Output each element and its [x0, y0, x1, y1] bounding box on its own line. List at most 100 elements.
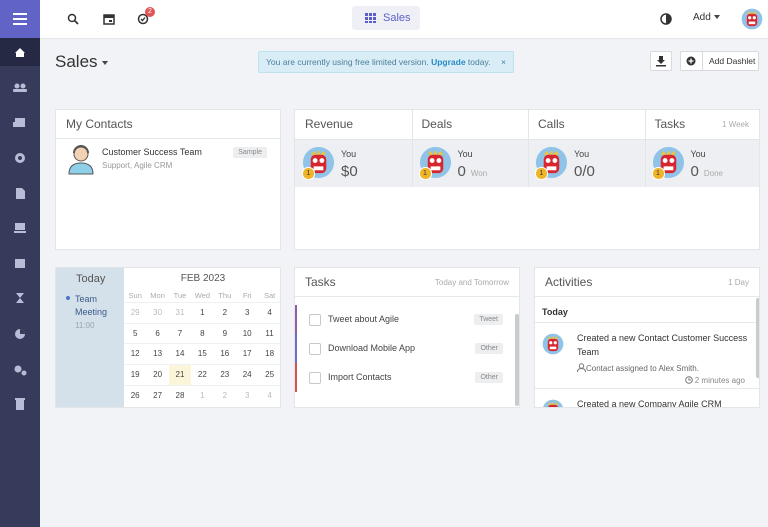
- clock-icon: [684, 376, 693, 384]
- activity-detail-text: Contact assigned to Alex Smith.: [586, 364, 699, 373]
- calendar-day[interactable]: 20: [146, 364, 169, 385]
- calendar-day[interactable]: 12: [124, 343, 147, 364]
- sidebar: [0, 0, 40, 527]
- nav-icons[interactable]: [0, 70, 40, 420]
- avatar-image: [741, 8, 763, 30]
- top-bar: 2 Sales Add: [40, 0, 768, 39]
- calendar-day[interactable]: 6: [146, 322, 169, 344]
- avatar: 1: [302, 146, 335, 180]
- calendar-day[interactable]: 30: [146, 302, 169, 323]
- calendar-day[interactable]: 16: [213, 343, 236, 364]
- calendar-day[interactable]: 2: [213, 302, 236, 323]
- calendar-day[interactable]: 1: [191, 302, 214, 323]
- avatar: [741, 8, 763, 30]
- divider: [528, 110, 529, 187]
- activity-text[interactable]: Created a new Contact Customer Success T…: [577, 333, 748, 357]
- calendar-day-today[interactable]: 21: [168, 364, 192, 386]
- calendar-day[interactable]: 7: [168, 322, 192, 344]
- task-checkbox[interactable]: [309, 343, 321, 355]
- calendar-day[interactable]: 3: [236, 302, 259, 323]
- avatar-badge: 1: [651, 167, 665, 180]
- home-icon: [15, 48, 25, 57]
- weekday: Sun: [128, 291, 142, 300]
- calendar-day[interactable]: 4: [258, 302, 280, 323]
- calendar-day[interactable]: 10: [236, 322, 259, 344]
- calendar-day[interactable]: 27: [146, 384, 169, 406]
- avatar-image: [542, 333, 564, 355]
- calendar-day[interactable]: 31: [168, 302, 192, 323]
- event-title[interactable]: Team Meeting: [75, 294, 108, 317]
- calendar-day[interactable]: 19: [124, 364, 147, 385]
- dashboard-switch[interactable]: Sales: [352, 6, 420, 30]
- calendar-day[interactable]: 2: [213, 384, 236, 406]
- task-checkbox[interactable]: [309, 372, 321, 384]
- calendar-day[interactable]: 13: [146, 343, 169, 364]
- calendar-day[interactable]: 5: [124, 322, 147, 344]
- dashlet-range: 1 Day: [728, 278, 749, 287]
- avatar-eye: [435, 158, 441, 163]
- task-marker: [295, 305, 297, 334]
- contact-avatar: [66, 143, 96, 180]
- calendar-day[interactable]: 3: [236, 384, 259, 406]
- calendar-day[interactable]: 25: [258, 364, 280, 385]
- calendar-day[interactable]: 15: [191, 343, 214, 364]
- nav-home[interactable]: [0, 38, 40, 66]
- avatar-mouth: [663, 166, 673, 171]
- calendar-day[interactable]: 22: [191, 364, 214, 385]
- weekday: Sat: [263, 291, 276, 300]
- divider: [295, 296, 519, 297]
- calendar-day[interactable]: 11: [258, 322, 280, 344]
- stat-number: 0: [690, 163, 699, 180]
- add-menu[interactable]: Add: [693, 12, 720, 23]
- calendar-day[interactable]: 29: [124, 302, 147, 323]
- avatar-eye: [545, 158, 551, 163]
- task-label[interactable]: Import Contacts: [328, 372, 392, 382]
- menu-toggle[interactable]: [0, 0, 40, 38]
- dashboard-menu[interactable]: Sales: [55, 52, 109, 72]
- stat-title: Revenue: [305, 117, 354, 131]
- avatar-eye: [429, 158, 435, 163]
- calendar-day[interactable]: 26: [124, 384, 147, 406]
- activities-dashlet: Activities 1 Day Today Created a new Con…: [534, 267, 760, 408]
- avatar-eye: [549, 341, 553, 345]
- calendar-day[interactable]: 14: [168, 343, 192, 364]
- plus-icon: [686, 56, 696, 66]
- notice-suffix: today.: [467, 57, 491, 67]
- notice-close[interactable]: ×: [501, 57, 506, 67]
- contact-name[interactable]: Customer Success Team: [102, 147, 202, 157]
- dashboard-name: Sales: [383, 12, 411, 24]
- tag: Other: [475, 372, 503, 383]
- stat-title: Tasks: [654, 117, 686, 131]
- theme-icon[interactable]: [659, 12, 673, 26]
- activity-text[interactable]: Created a new Company Agile CRM: [577, 399, 722, 408]
- task-label[interactable]: Download Mobile App: [328, 343, 416, 353]
- task-label[interactable]: Tweet about Agile: [328, 314, 400, 324]
- scrollbar[interactable]: [756, 298, 759, 378]
- download-icon: [656, 56, 666, 67]
- calendar-day[interactable]: 1: [191, 384, 214, 406]
- calendar-icon[interactable]: [102, 12, 116, 26]
- scrollbar[interactable]: [515, 314, 519, 406]
- search-icon[interactable]: [66, 12, 80, 26]
- calendar-day[interactable]: 8: [191, 322, 214, 344]
- stat-note: Won: [470, 169, 488, 178]
- day-heading: Today: [542, 307, 568, 317]
- calendar-day[interactable]: 4: [258, 384, 280, 406]
- avatar-crown: [547, 335, 559, 339]
- task-checkbox[interactable]: [309, 314, 321, 326]
- avatar-eye: [752, 16, 756, 20]
- calendar-day[interactable]: 9: [213, 322, 236, 344]
- avatar-eye: [748, 16, 752, 20]
- upgrade-link[interactable]: Upgrade: [431, 57, 466, 67]
- calendar-day[interactable]: 28: [168, 384, 192, 406]
- avatar-crown: [547, 401, 559, 405]
- avatar-badge: 1: [418, 167, 432, 180]
- download-button[interactable]: [650, 51, 672, 71]
- task-marker: [295, 363, 297, 392]
- calendar-day[interactable]: 17: [236, 343, 259, 364]
- tasks-icon[interactable]: [136, 12, 150, 26]
- calendar-day[interactable]: 24: [236, 364, 259, 385]
- calendar-day[interactable]: 18: [258, 343, 280, 364]
- calendar-day[interactable]: 23: [213, 364, 236, 385]
- add-dashlet-button[interactable]: Add Dashlet: [680, 51, 759, 71]
